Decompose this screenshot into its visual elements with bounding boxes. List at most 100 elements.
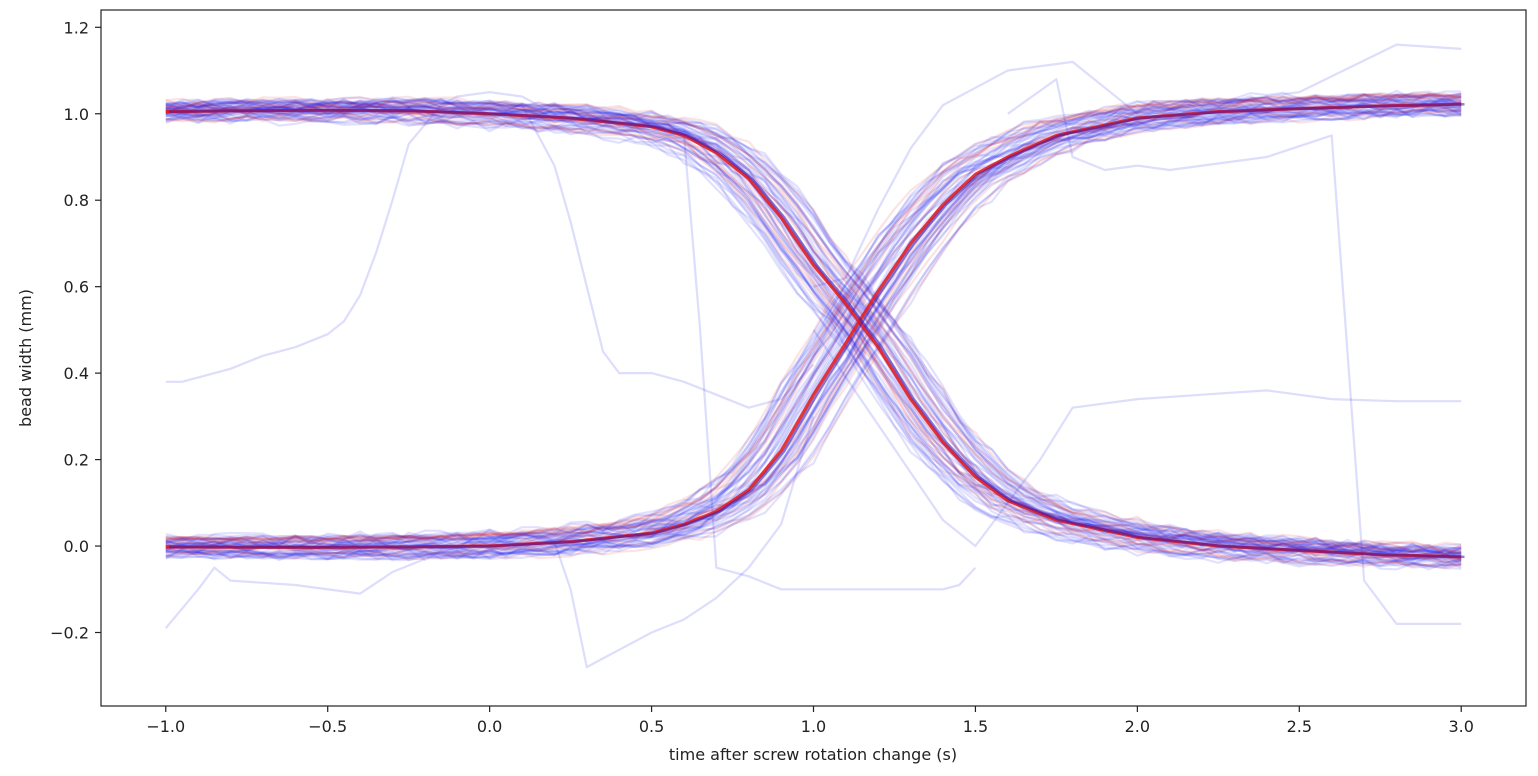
trace-line [165,115,1462,568]
trace-line [165,109,1462,559]
trace-line [165,92,1462,547]
trace-line [165,98,1462,556]
trace-line [165,95,1462,550]
y-tick-label: 1.2 [64,18,89,37]
trace-line [165,96,1462,550]
trace-line [165,96,1462,556]
trace-line [165,99,1462,558]
x-tick-label: 2.0 [1125,717,1150,736]
x-tick-label: 0.0 [477,717,502,736]
trace-line [165,108,1462,557]
x-tick-label: 0.5 [639,717,664,736]
trace-line [165,98,1462,550]
trace-line [165,99,1462,552]
trace-line [165,98,1462,553]
trace-line [165,93,1462,544]
trace-line [165,115,1462,567]
trace-line [165,110,1462,571]
trace-line [165,92,1462,548]
y-tick-label: 0.2 [64,451,89,470]
trace-line [165,105,1462,556]
trace-line [165,107,1462,556]
trace-line [165,98,1462,556]
trace-line [165,98,1462,548]
trace-line [165,93,1462,546]
x-axis: −1.0 −0.5 0.0 0.5 1.0 1.5 2.0 2.5 3.0 [146,706,1474,736]
outlier-trace-line [165,91,815,383]
trace-line [165,98,1462,553]
trace-line [165,109,1462,564]
trace-line [165,104,1462,553]
trace-line [165,102,1462,556]
outlier-trace-line [682,135,977,591]
trace-line [165,92,1462,546]
trace-line [165,109,1462,561]
trace-line [165,95,1462,556]
bundle-core-line [168,109,1465,559]
trace-line [165,109,1462,561]
trace-line [165,104,1462,560]
trace-line [165,112,1462,561]
trace-line [165,92,1462,542]
trace-line [165,97,1462,554]
trace-line [165,94,1462,543]
x-tick-label: −0.5 [308,717,347,736]
y-tick-label: 0.8 [64,191,89,210]
trace-line [165,99,1462,548]
trace-line [165,98,1462,552]
y-tick-label: −0.2 [50,624,89,643]
trace-line [165,95,1462,543]
trace-line [165,114,1462,570]
trace-line [165,106,1462,560]
trace-line [165,97,1462,550]
trace-line [165,104,1462,562]
x-tick-label: 1.0 [801,717,826,736]
y-tick-label: 0.0 [64,537,89,556]
trace-line [165,96,1462,552]
outlier-trace-line [813,43,1462,288]
trace-line [165,106,1462,563]
y-tick-label: 1.0 [64,105,89,124]
trace-line [165,92,1462,542]
plot-background [101,10,1526,706]
x-tick-label: −1.0 [146,717,185,736]
trace-line [165,105,1462,560]
trace-line [165,109,1462,568]
trace-line [165,95,1462,549]
trace-line [165,99,1462,550]
outlier-trace-line [165,416,815,669]
x-tick-label: 3.0 [1449,717,1474,736]
y-tick-label: 0.6 [64,278,89,297]
outlier-trace-line [812,329,1462,548]
trace-line [165,115,1462,570]
trace-line [165,97,1462,551]
outlier-trace-line [164,557,426,629]
bundle-core-line [168,102,1465,549]
trace-line [165,100,1462,554]
y-axis: −0.2 0.0 0.2 0.4 0.6 0.8 1.0 1.2 [50,18,101,643]
trace-line [165,92,1462,547]
trace-line [165,109,1462,566]
trace-line [165,92,1462,546]
outlier-trace-line [165,99,815,409]
trace-line [165,93,1462,543]
y-axis-label: bead width (mm) [16,289,35,427]
trace-line [165,114,1462,571]
x-axis-label: time after screw rotation change (s) [669,745,957,764]
trace-line [165,103,1462,557]
trace-line [165,99,1462,554]
trace-line [165,102,1462,557]
trace-line [165,93,1462,542]
trace-line [165,109,1462,561]
trace-line [165,107,1462,560]
trace-line [165,104,1462,555]
trace-line [165,101,1462,553]
trace-line [165,93,1462,541]
trace-line [165,94,1462,545]
trace-line [165,108,1462,558]
trace-line [165,102,1462,558]
trace-line [165,110,1462,566]
trace-line [165,106,1462,556]
trace-line [165,100,1462,557]
